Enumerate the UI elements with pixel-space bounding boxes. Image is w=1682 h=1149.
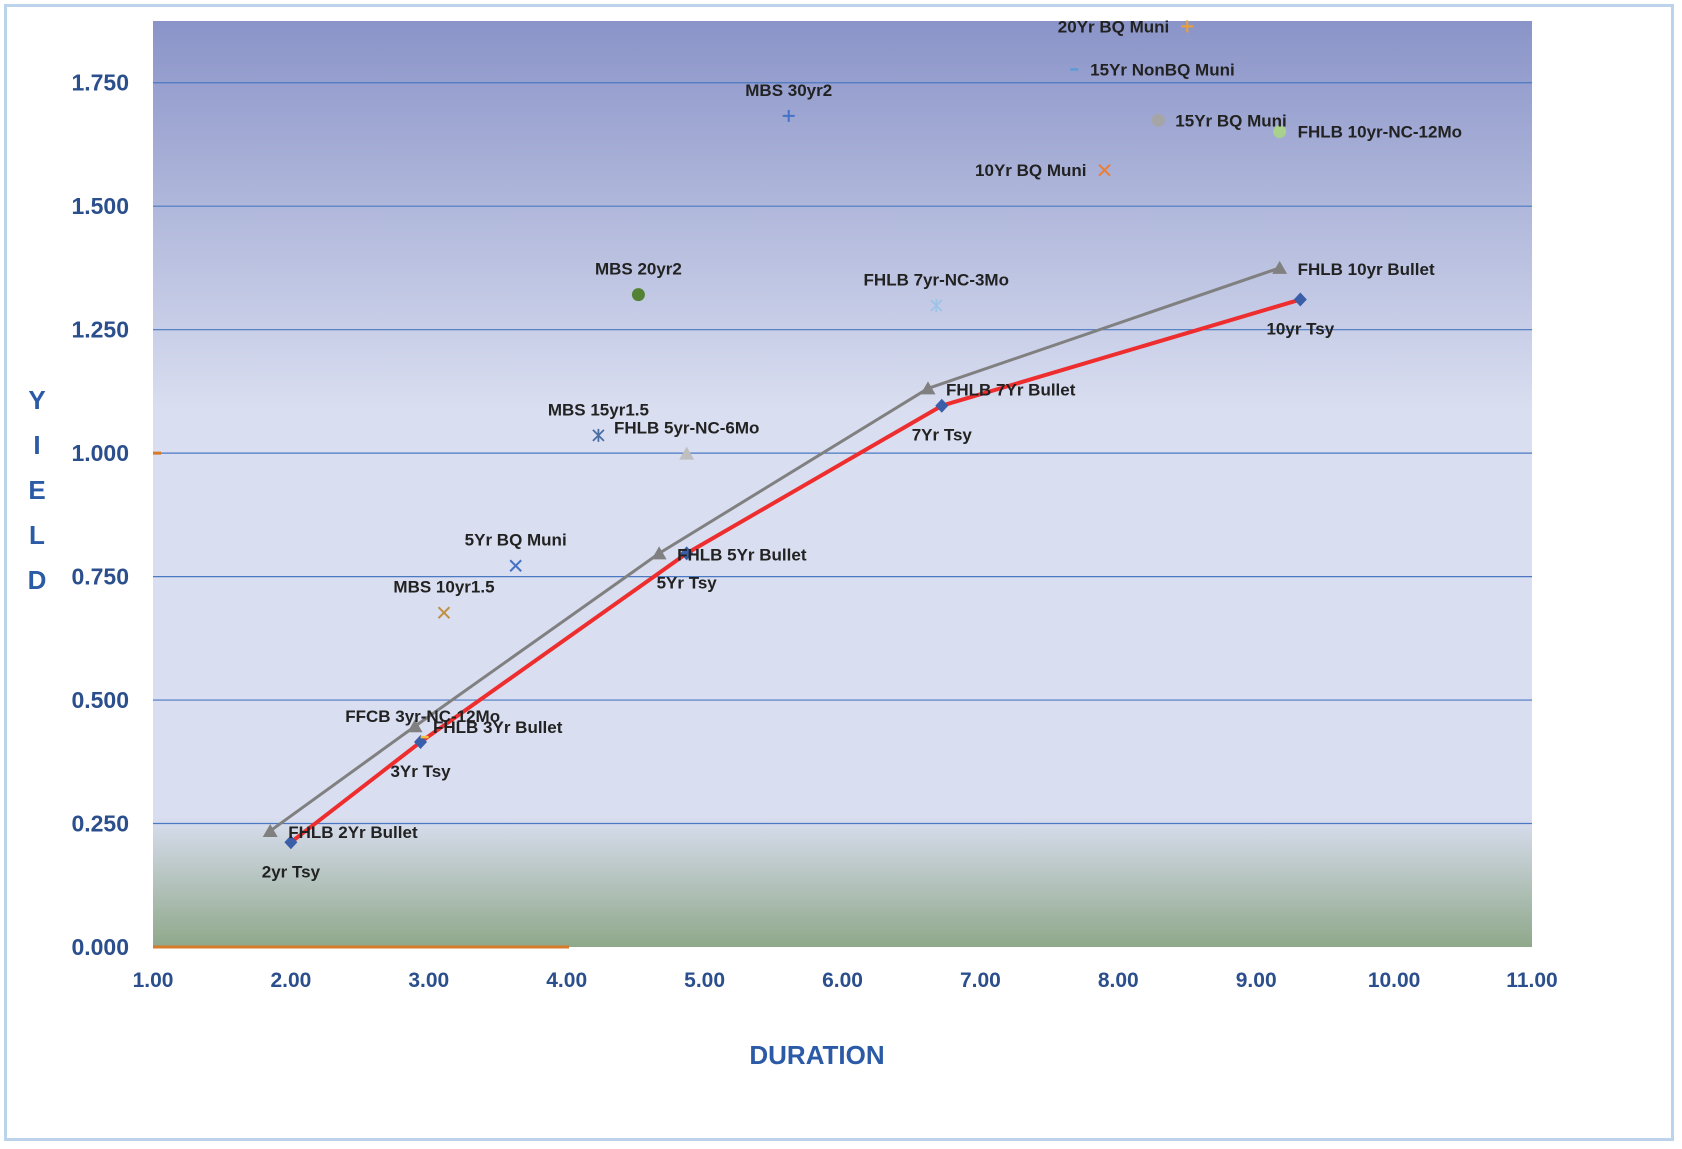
x-axis-ticks: 1.00 2.00 3.00 4.00 5.00 6.00 7.00 8.00 9.00 10.0… (133, 969, 1558, 992)
point-marker (679, 446, 695, 460)
point-label: FFCB 3yr-NC-12Mo (345, 707, 500, 726)
point-marker (592, 428, 605, 442)
point-label: 20Yr BQ Muni (1058, 17, 1169, 36)
data-markers (262, 20, 1307, 850)
point-marker (1273, 125, 1287, 139)
chart-frame: FHLB 2Yr Bullet FHLB 3Yr Bullet FHLB 5Yr B… (4, 4, 1674, 1141)
treasury-marker (1293, 292, 1307, 307)
point-marker (509, 559, 522, 572)
y-tick-label: 1.500 (71, 193, 129, 219)
point-label: FHLB 5yr-NC-6Mo (614, 419, 759, 438)
point-label: FHLB 7yr-NC-3Mo (864, 270, 1009, 289)
treasury-marker (284, 835, 298, 850)
x-tick-label: 11.00 (1506, 969, 1557, 992)
treasury-label: 7Yr Tsy (912, 426, 973, 445)
point-label: MBS 20yr2 (595, 260, 682, 279)
point-marker (437, 606, 451, 619)
yield-duration-chart: FHLB 2Yr Bullet FHLB 3Yr Bullet FHLB 5Yr B… (28, 17, 1558, 1070)
x-tick-label: 7.00 (960, 969, 1001, 992)
treasury-label: 10yr Tsy (1266, 320, 1334, 339)
y-tick-label: 0.000 (71, 934, 129, 960)
data-labels: FHLB 2Yr Bullet FHLB 3Yr Bullet FHLB 5Yr B… (262, 17, 1462, 881)
point-label: 5Yr BQ Muni (465, 531, 567, 550)
treasury-label: 2yr Tsy (262, 862, 321, 881)
treasury-label: 5Yr Tsy (657, 573, 718, 592)
x-tick-label: 8.00 (1098, 969, 1139, 992)
y-tick-label: 1.250 (71, 317, 129, 343)
bullet-label: FHLB 7Yr Bullet (946, 380, 1076, 399)
y-tick-label: 1.000 (71, 440, 129, 466)
y-tick-label: 0.750 (71, 564, 129, 590)
bullet-label: FHLB 5Yr Bullet (677, 545, 807, 564)
y-axis-title-letter: D (28, 565, 47, 595)
x-tick-label: 10.00 (1368, 969, 1421, 992)
point-label: MBS 15yr1.5 (548, 400, 649, 419)
x-axis-title: DURATION (749, 1040, 884, 1070)
bullet-marker (920, 381, 936, 395)
x-tick-label: 3.00 (408, 969, 449, 992)
y-tick-label: 0.250 (71, 811, 129, 837)
point-label: MBS 30yr2 (745, 81, 832, 100)
point-marker (1181, 20, 1194, 33)
y-axis-title-letter: I (33, 430, 40, 460)
y-axis-title-letter: Y (28, 385, 45, 415)
point-label: MBS 10yr1.5 (393, 578, 494, 597)
treasury-marker (414, 735, 428, 750)
point-label: 15Yr BQ Muni (1175, 111, 1286, 130)
x-tick-label: 2.00 (270, 969, 311, 992)
bullet-marker (407, 719, 423, 733)
y-tick-label: 0.500 (71, 687, 129, 713)
bullet-marker (1272, 260, 1288, 274)
y-axis-ticks: 0.000 0.250 0.500 0.750 1.000 1.250 1.500 1.750 (71, 70, 129, 960)
treasury-label: 3Yr Tsy (390, 762, 451, 781)
bullet-label: FHLB 10yr Bullet (1298, 260, 1435, 279)
bullet-marker (651, 546, 667, 560)
point-marker (1098, 163, 1111, 177)
treasury-marker (935, 398, 949, 413)
x-tick-label: 1.00 (133, 969, 174, 992)
treasury-marker (680, 546, 694, 561)
point-marker (1151, 113, 1165, 127)
plot-area (153, 21, 1532, 947)
x-tick-label: 6.00 (822, 969, 863, 992)
y-axis-title-letter: E (28, 475, 45, 505)
point-label: 10Yr BQ Muni (975, 161, 1086, 180)
bullet-marker (262, 823, 278, 837)
point-marker (782, 109, 795, 122)
point-label: 15Yr NonBQ Muni (1090, 60, 1235, 79)
point-marker (930, 298, 943, 312)
point-label: FHLB 10yr-NC-12Mo (1298, 123, 1462, 142)
bullet-label: FHLB 3Yr Bullet (433, 718, 563, 737)
x-tick-label: 5.00 (684, 969, 725, 992)
y-tick-label: 1.750 (71, 70, 129, 96)
x-tick-label: 9.00 (1236, 969, 1277, 992)
bullet-label: FHLB 2Yr Bullet (288, 823, 418, 842)
gridlines (153, 82, 1532, 949)
y-axis-title-letter: L (29, 520, 45, 550)
point-marker (631, 288, 645, 302)
x-tick-label: 4.00 (546, 969, 587, 992)
